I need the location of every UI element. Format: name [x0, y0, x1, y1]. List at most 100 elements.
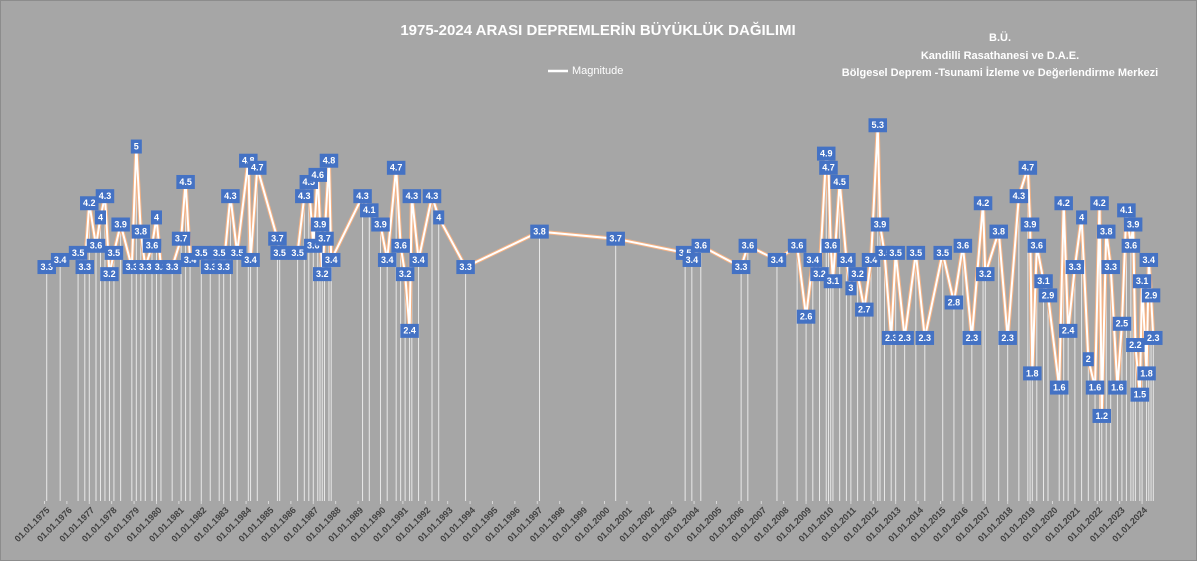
- data-label-box: [830, 174, 849, 189]
- data-label: 3.4: [686, 255, 699, 265]
- data-label-box: [787, 238, 807, 253]
- data-label-box: [80, 196, 99, 211]
- data-label: 3.2: [316, 269, 329, 279]
- data-label-box: [953, 238, 973, 253]
- data-label-box: [886, 245, 905, 260]
- data-label: 3.6: [695, 241, 708, 251]
- data-label-box: [295, 189, 314, 204]
- data-label-box: [915, 330, 935, 345]
- data-label-box: [422, 189, 442, 204]
- data-label-box: [142, 238, 162, 253]
- data-label: 3.3: [126, 262, 139, 272]
- annotation: Bölgesel Deprem -Tsunami İzleme ve Değer…: [842, 66, 1158, 79]
- data-label: 3.5: [231, 248, 244, 258]
- data-label-box: [855, 302, 874, 317]
- data-label: 3.2: [399, 269, 412, 279]
- data-label: 3.5: [878, 248, 891, 258]
- data-label: 1.6: [1111, 382, 1124, 392]
- data-label-box: [767, 252, 787, 267]
- data-label-box: [1065, 260, 1085, 275]
- data-label: 4.1: [363, 205, 376, 215]
- chart-title: 1975-2024 ARASI DEPREMLERİN BÜYÜKLÜK DAĞ…: [400, 21, 795, 39]
- data-label: 4.2: [977, 198, 990, 208]
- data-label: 3.6: [824, 241, 837, 251]
- data-label: 4.3: [99, 191, 112, 201]
- data-label: 2.7: [858, 304, 871, 314]
- data-label-box: [360, 203, 379, 218]
- data-label-box: [530, 224, 549, 239]
- data-label-box: [1141, 288, 1161, 303]
- data-label-box: [456, 260, 475, 275]
- data-label: 3.3: [735, 262, 748, 272]
- data-label: 3.8: [992, 226, 1005, 236]
- data-label-box: [738, 238, 758, 253]
- data-label-box: [944, 295, 964, 310]
- data-label-box: [386, 160, 406, 175]
- data-label: 3.6: [742, 241, 755, 251]
- data-label-box: [1085, 380, 1105, 395]
- data-label-box: [1049, 380, 1069, 395]
- data-label: 3.3: [40, 262, 53, 272]
- data-label: 3.6: [1125, 241, 1138, 251]
- data-label: 2.2: [1129, 340, 1142, 350]
- data-label: 2.4: [403, 326, 416, 336]
- data-label-box: [308, 167, 328, 182]
- data-label: 4: [154, 212, 159, 222]
- data-label-box: [868, 118, 888, 133]
- data-label: 4.2: [1057, 198, 1070, 208]
- data-label: 3.9: [114, 219, 127, 229]
- data-label: 3.6: [146, 241, 159, 251]
- data-label: 1.6: [1089, 382, 1102, 392]
- data-label: 2.9: [1145, 290, 1158, 300]
- data-label: 3.9: [1127, 219, 1140, 229]
- data-label: 4: [1079, 212, 1084, 222]
- data-label: 3.3: [155, 262, 168, 272]
- data-label-box: [1132, 274, 1152, 289]
- data-label: 3.1: [1037, 276, 1050, 286]
- data-label: 2.3: [1147, 333, 1160, 343]
- legend-label: Magnitude: [572, 65, 623, 77]
- data-label-box: [68, 245, 88, 260]
- data-label: 3.8: [533, 226, 546, 236]
- data-label-box: [353, 189, 372, 204]
- data-label-box: [1139, 252, 1159, 267]
- data-label-box: [1096, 224, 1116, 239]
- data-label: 2.6: [800, 312, 813, 322]
- data-label: 2.9: [1042, 290, 1055, 300]
- data-label: 2.3: [919, 333, 932, 343]
- data-label-box: [248, 160, 267, 175]
- data-label: 3.9: [1024, 219, 1037, 229]
- data-label-box: [321, 252, 341, 267]
- data-label: 3.7: [609, 234, 622, 244]
- data-label-box: [1020, 217, 1040, 232]
- data-label: 3.4: [1143, 255, 1156, 265]
- data-label-box: [241, 252, 260, 267]
- data-label: 4.2: [1093, 198, 1106, 208]
- data-label: 3.2: [979, 269, 992, 279]
- data-label: 3.5: [213, 248, 226, 258]
- data-label: 3.3: [139, 262, 152, 272]
- data-label: 3.3: [166, 262, 179, 272]
- data-label-box: [1090, 196, 1109, 211]
- data-label-box: [933, 245, 952, 260]
- data-label: 3.3: [1104, 262, 1117, 272]
- data-label-box: [391, 238, 410, 253]
- data-label-box: [1117, 203, 1136, 218]
- data-label-box: [270, 245, 289, 260]
- annotation: Kandilli Rasathanesi ve D.A.E.: [921, 50, 1079, 62]
- data-label: 4: [98, 212, 103, 222]
- data-label-box: [95, 189, 115, 204]
- data-label: 4.8: [242, 156, 255, 166]
- data-label-box: [268, 231, 287, 246]
- data-label: 3.2: [813, 269, 826, 279]
- data-label: 3.4: [184, 255, 197, 265]
- data-label: 4.3: [298, 191, 311, 201]
- data-label: 1.5: [1134, 390, 1147, 400]
- data-label: 3: [848, 283, 853, 293]
- data-label: 4.7: [822, 163, 835, 173]
- data-label: 3.3: [217, 262, 230, 272]
- data-label: 3.4: [771, 255, 784, 265]
